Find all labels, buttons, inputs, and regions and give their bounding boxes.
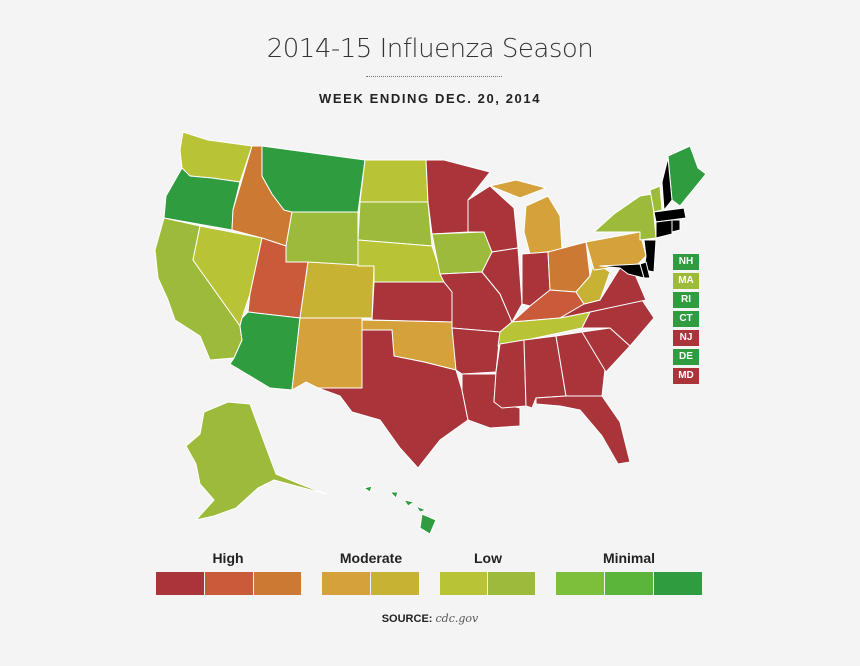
badge-de[interactable]: DE bbox=[673, 349, 699, 365]
state-MD[interactable] bbox=[599, 263, 645, 279]
legend-label-moderate: Moderate bbox=[339, 550, 403, 566]
badge-nj[interactable]: NJ bbox=[673, 330, 699, 346]
title-divider bbox=[366, 76, 502, 77]
state-MA[interactable] bbox=[653, 207, 687, 223]
state-RI[interactable] bbox=[671, 219, 681, 233]
state-FL[interactable] bbox=[535, 395, 631, 465]
state-NM[interactable] bbox=[291, 317, 363, 391]
state-VT[interactable] bbox=[649, 185, 663, 213]
legend-label-low: Low bbox=[474, 550, 502, 566]
legend-swatch-minimal-3 bbox=[654, 572, 702, 595]
state-ND[interactable] bbox=[359, 159, 429, 203]
legend-swatch-high-2 bbox=[205, 572, 254, 595]
legend-swatch-minimal-2 bbox=[605, 572, 654, 595]
state-ME[interactable] bbox=[667, 145, 707, 207]
state-KS[interactable] bbox=[371, 281, 453, 323]
badge-nh[interactable]: NH bbox=[673, 254, 699, 270]
source-label: SOURCE: bbox=[381, 613, 433, 625]
state-IA[interactable] bbox=[431, 231, 493, 275]
badge-ct[interactable]: CT bbox=[673, 311, 699, 327]
state-WV[interactable] bbox=[575, 261, 611, 305]
state-CT[interactable] bbox=[655, 219, 673, 239]
legend-swatch-low-2 bbox=[488, 572, 536, 595]
legend-swatch-moderate-2 bbox=[371, 572, 420, 595]
legend-swatch-minimal-1 bbox=[556, 572, 605, 595]
state-HI[interactable] bbox=[363, 485, 437, 535]
state-WA[interactable] bbox=[179, 131, 253, 183]
state-CO[interactable] bbox=[299, 261, 375, 319]
state-AZ[interactable] bbox=[229, 311, 301, 391]
legend-label-minimal: Minimal bbox=[602, 550, 656, 566]
source-credit: SOURCE: cdc.gov bbox=[0, 612, 860, 625]
state-MT[interactable] bbox=[261, 145, 366, 213]
state-AR[interactable] bbox=[451, 327, 501, 375]
state-NH[interactable] bbox=[661, 157, 673, 211]
state-TX[interactable] bbox=[317, 329, 469, 469]
badge-md[interactable]: MD bbox=[673, 368, 699, 384]
legend-swatch-moderate-1 bbox=[322, 572, 371, 595]
state-PA[interactable] bbox=[585, 231, 647, 271]
state-MS[interactable] bbox=[493, 339, 527, 409]
state-SD[interactable] bbox=[357, 201, 433, 247]
legend-label-high: High bbox=[212, 550, 244, 566]
source-link[interactable]: cdc.gov bbox=[435, 612, 479, 625]
badge-ma[interactable]: MA bbox=[673, 273, 699, 289]
legend-swatch-high-3 bbox=[254, 572, 302, 595]
map-title: 2014-15 Influenza Season bbox=[266, 34, 594, 64]
map-subtitle: WEEK ENDING DEC. 20, 2014 bbox=[318, 91, 542, 106]
state-AK[interactable] bbox=[185, 401, 327, 521]
badge-ri[interactable]: RI bbox=[673, 292, 699, 308]
legend-swatch-high-1 bbox=[156, 572, 205, 595]
state-NY[interactable] bbox=[593, 193, 657, 241]
legend-swatch-low-1 bbox=[440, 572, 488, 595]
state-WY[interactable] bbox=[285, 211, 359, 267]
